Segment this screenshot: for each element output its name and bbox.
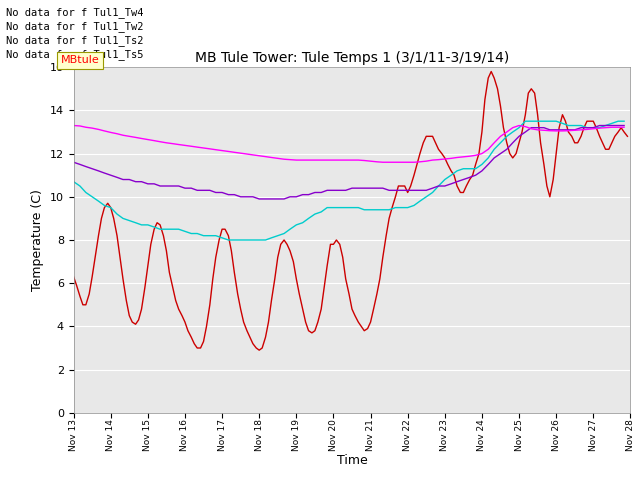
Title: MB Tule Tower: Tule Temps 1 (3/1/11-3/19/14): MB Tule Tower: Tule Temps 1 (3/1/11-3/19… (195, 51, 509, 65)
X-axis label: Time: Time (337, 454, 367, 467)
Text: MBtule: MBtule (61, 55, 100, 65)
Text: No data for f Tul1_Tw4
No data for f Tul1_Tw2
No data for f Tul1_Ts2
No data for: No data for f Tul1_Tw4 No data for f Tul… (6, 7, 144, 60)
Y-axis label: Temperature (C): Temperature (C) (31, 189, 44, 291)
